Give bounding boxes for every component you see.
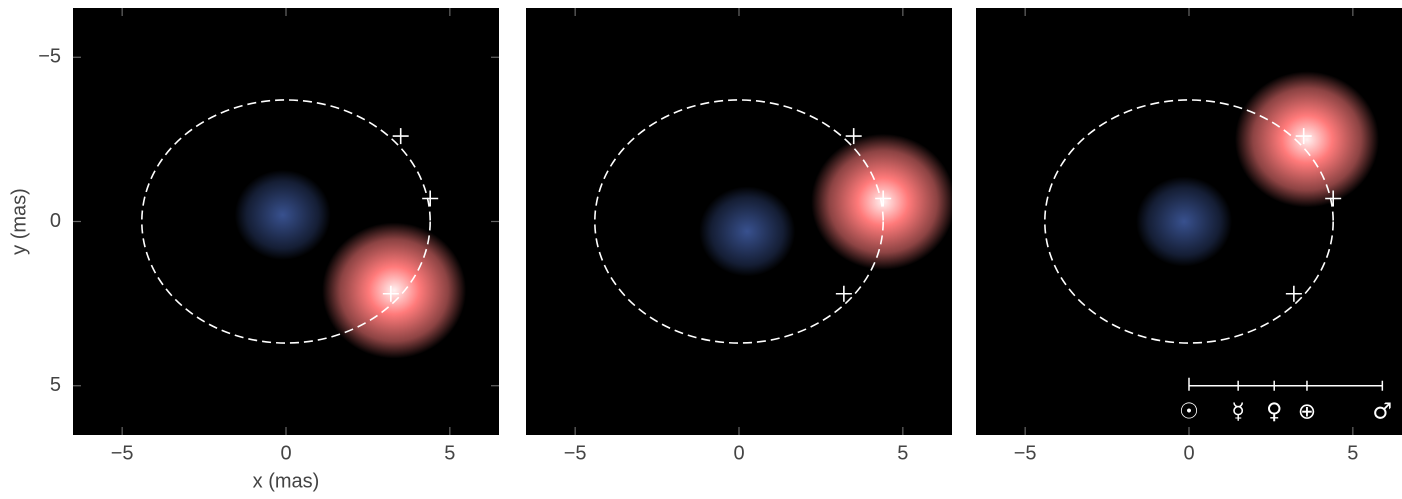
planet-symbol: ⊕ (1298, 400, 1316, 425)
planet-symbol: ☉ (1179, 400, 1199, 425)
planet-symbol: ☿ (1231, 400, 1245, 425)
x-tick-label: 0 (1183, 442, 1194, 464)
x-tick-label: −5 (111, 442, 134, 464)
panel (73, 8, 499, 435)
y-tick-label: 0 (50, 210, 61, 232)
x-tick-label: 0 (733, 442, 744, 464)
planet-symbol: ♀ (1266, 400, 1282, 425)
y-tick-label: −5 (38, 46, 61, 68)
x-tick-label: 5 (897, 442, 908, 464)
y-axis-label: y (mas) (8, 188, 30, 255)
blob (322, 222, 466, 358)
y-tick-label: 5 (50, 374, 61, 396)
x-tick-label: −5 (564, 442, 587, 464)
x-tick-label: −5 (1014, 442, 1037, 464)
panel: ☉ ☿ ♀ ⊕ ♂ (976, 8, 1402, 435)
blob (1136, 177, 1232, 267)
panel (526, 8, 955, 435)
blob (699, 186, 795, 276)
x-tick-label: 5 (444, 442, 455, 464)
figure: −5 0 5 −5 0 5 x (mas) y (mas) −5 0 5 ☉ ☿ ♀ ⊕ ♂ −5 0 5 (0, 0, 1402, 494)
x-tick-label: 5 (1347, 442, 1358, 464)
x-tick-label: 0 (280, 442, 291, 464)
planet-symbol: ♂ (1372, 400, 1392, 425)
x-axis-label: x (mas) (253, 470, 320, 492)
blob (235, 170, 331, 260)
blob (1235, 71, 1379, 207)
